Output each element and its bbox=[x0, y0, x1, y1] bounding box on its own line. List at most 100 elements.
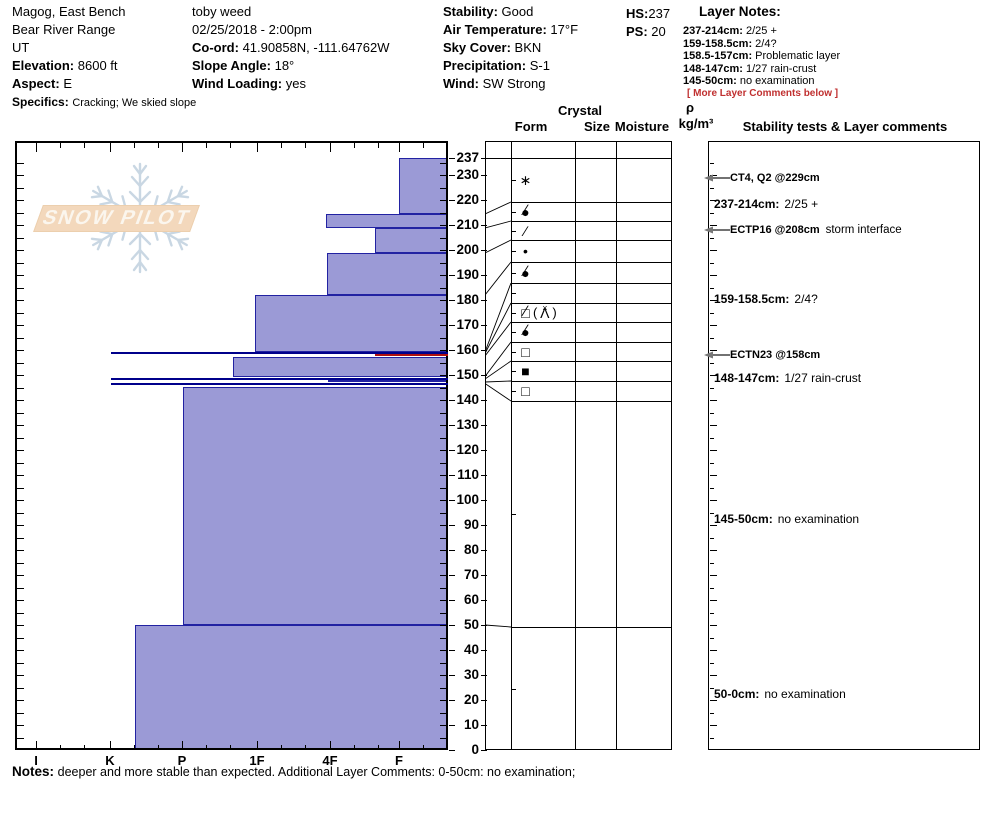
wind-row: Wind: SW Strong bbox=[443, 76, 545, 91]
aspect-row: Aspect: E bbox=[12, 76, 72, 91]
elevation-value: 8600 ft bbox=[77, 58, 118, 73]
depth-tick-left bbox=[17, 675, 24, 676]
depth-tick-right bbox=[440, 525, 446, 526]
hardness-tick-top bbox=[423, 143, 425, 148]
comments-depth-tick bbox=[710, 437, 714, 439]
depth-axis-label: 160 bbox=[456, 342, 479, 357]
aspect-value: E bbox=[63, 76, 72, 91]
ps-value: 20 bbox=[651, 24, 666, 39]
crystal-row-tick bbox=[512, 332, 516, 333]
crystal-row-tick bbox=[512, 230, 516, 232]
depth-label-tick bbox=[449, 225, 455, 226]
site-range: Bear River Range bbox=[12, 22, 116, 37]
crystal-row-line bbox=[511, 322, 672, 323]
depth-tick-left bbox=[17, 587, 24, 589]
layer-bar bbox=[135, 625, 448, 750]
depth-tick-right bbox=[440, 325, 446, 326]
test-label: CT4, Q2 @229cm bbox=[730, 171, 820, 184]
crystal-row-tick bbox=[512, 371, 516, 372]
depth-label-tick bbox=[449, 200, 455, 201]
sky-cover-row: Sky Cover: BKN bbox=[443, 40, 541, 55]
depth-tick-right bbox=[440, 362, 446, 364]
depth-label-tick bbox=[449, 750, 455, 751]
wind-loading-row: Wind Loading: yes bbox=[192, 76, 306, 91]
crystal-row-line bbox=[511, 262, 672, 263]
crystal-form-symbol: ● ∕ bbox=[518, 322, 533, 341]
specifics-row: Specifics: Cracking; We skied slope bbox=[12, 94, 196, 109]
form-secondary-glyph: Λ × bbox=[540, 302, 550, 321]
depth-tick-left bbox=[17, 187, 24, 189]
form-glyph-facets: □ bbox=[521, 343, 530, 360]
stability-label: Stability: bbox=[443, 4, 498, 19]
comments-depth-tick bbox=[710, 425, 717, 426]
layer-bar bbox=[375, 228, 448, 253]
comments-depth-tick bbox=[710, 662, 714, 664]
hardness-tick-bottom bbox=[423, 745, 425, 750]
hardness-axis-label: K bbox=[105, 753, 115, 768]
hardness-tick-bottom bbox=[305, 745, 307, 750]
crystal-row-tick bbox=[512, 211, 516, 213]
hardness-tick-bottom bbox=[158, 745, 160, 750]
hardness-tick-bottom bbox=[330, 741, 331, 750]
depth-tick-left bbox=[17, 637, 24, 639]
comments-depth-tick bbox=[710, 537, 714, 539]
layer-note: 159-158.5cm: 2/4? bbox=[683, 37, 777, 50]
depth-tick-right bbox=[440, 437, 446, 439]
depth-label-tick bbox=[481, 725, 487, 726]
crystal-row-line bbox=[511, 361, 672, 362]
depth-tick-left bbox=[17, 400, 24, 401]
hardness-tick-bottom bbox=[60, 745, 62, 750]
problem-layer-line bbox=[375, 354, 448, 356]
layer-comment: 237-214cm: 2/25 + bbox=[714, 197, 818, 211]
depth-label-tick bbox=[481, 350, 487, 351]
depth-label-tick bbox=[449, 375, 455, 376]
crystal-table bbox=[485, 141, 672, 750]
sky-cover-label: Sky Cover: bbox=[443, 40, 511, 55]
depth-label-tick bbox=[449, 450, 455, 451]
crust-layer-line bbox=[111, 382, 448, 385]
crystal-form-symbol: □ ∕(Λ ×) bbox=[518, 302, 556, 322]
hs-label: HS: bbox=[626, 6, 649, 21]
depth-label-tick bbox=[481, 600, 487, 601]
form-glyph-facet-slash (hoar): □ ∕ bbox=[521, 302, 530, 321]
comments-depth-tick bbox=[710, 562, 714, 564]
depth-tick-right bbox=[440, 425, 446, 426]
comments-depth-tick bbox=[710, 187, 714, 189]
site-state: UT bbox=[12, 40, 30, 55]
depth-axis-label: 90 bbox=[463, 517, 479, 532]
depth-label-tick bbox=[449, 650, 455, 651]
depth-tick-right bbox=[440, 250, 446, 251]
depth-label-tick bbox=[449, 325, 455, 326]
layer-notes-title: Layer Notes: bbox=[699, 4, 781, 19]
depth-axis-label: 0 bbox=[471, 742, 479, 757]
crystal-row-line bbox=[511, 381, 672, 382]
depth-label-tick bbox=[481, 650, 487, 651]
comments-depth-tick bbox=[710, 237, 714, 239]
crystal-row-tick bbox=[512, 293, 516, 294]
depth-label-tick bbox=[481, 575, 487, 576]
stability-row: Stability: Good bbox=[443, 4, 533, 19]
moisture-header: Moisture bbox=[614, 119, 670, 134]
comments-depth-tick bbox=[710, 400, 717, 401]
depth-tick-right bbox=[440, 512, 446, 514]
depth-axis-label: 130 bbox=[456, 417, 479, 432]
coord-value: 41.90858N, -111.64762W bbox=[242, 40, 390, 55]
depth-tick-right bbox=[440, 225, 446, 226]
more-layer-comments-note: [ More Layer Comments below ] bbox=[687, 88, 839, 99]
comments-depth-tick bbox=[710, 462, 714, 464]
hardness-tick-bottom bbox=[281, 745, 283, 750]
depth-axis-label: 80 bbox=[463, 542, 479, 557]
comments-depth-tick bbox=[710, 625, 717, 626]
depth-label-tick bbox=[449, 525, 455, 526]
size-header: Size bbox=[583, 119, 610, 134]
layer-bar bbox=[399, 157, 448, 214]
specifics-value: Cracking; We skied slope bbox=[72, 97, 197, 109]
comments-depth-tick bbox=[710, 312, 714, 314]
layer-comment: 148-147cm: 1/27 rain-crust bbox=[714, 371, 861, 385]
hardness-tick-bottom bbox=[399, 741, 400, 750]
depth-label-tick bbox=[449, 575, 455, 576]
depth-tick-right bbox=[440, 312, 446, 314]
depth-tick-left bbox=[17, 362, 24, 364]
crystal-row-tick bbox=[512, 351, 516, 353]
